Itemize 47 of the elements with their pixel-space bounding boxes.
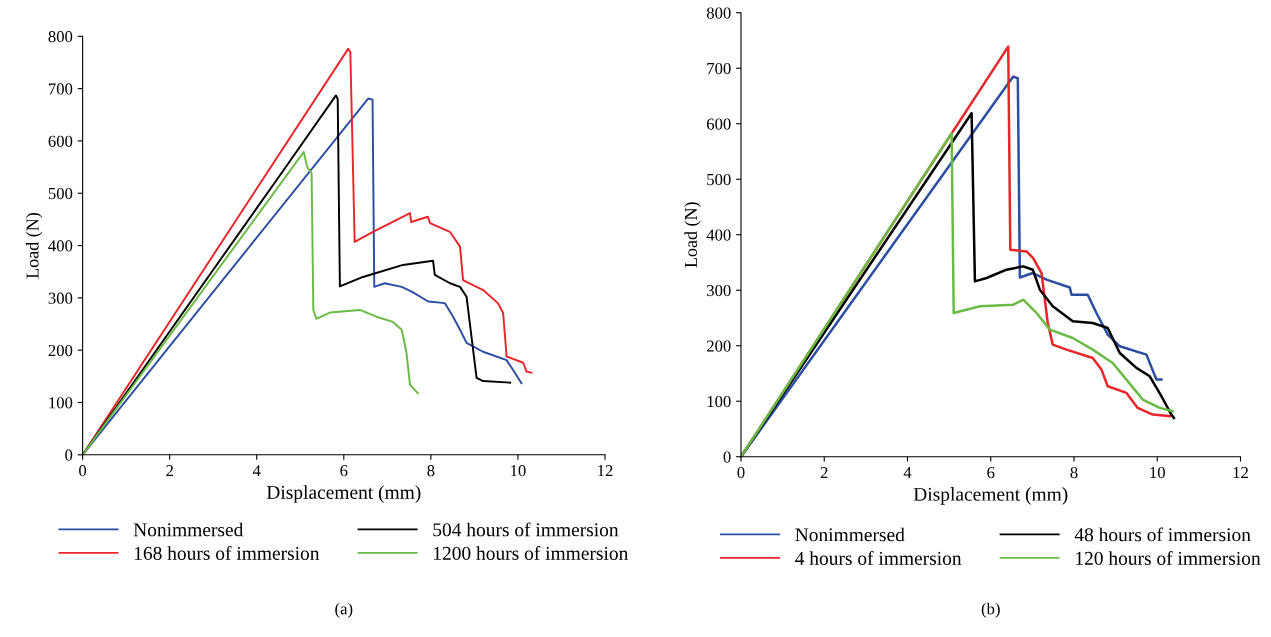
y-tick-label: 600 — [48, 135, 73, 147]
y-tick-label: 200 — [707, 340, 731, 352]
legend-label: Nonimmersed — [795, 527, 905, 542]
y-tick-label: 0 — [723, 451, 731, 463]
y-tick-label: 800 — [706, 7, 731, 19]
y-tick-label: 400 — [706, 229, 731, 241]
line-series — [82, 150, 419, 455]
y-tick-label: 100 — [707, 395, 731, 408]
x-tick-label: 8 — [1070, 466, 1078, 479]
legend-label: 168 hours of immersion — [134, 546, 320, 560]
text: (a) — [335, 602, 353, 618]
y-axis-title: Load (N) — [25, 213, 43, 279]
x-tick-label: 2 — [820, 466, 828, 479]
y-tick-label: 300 — [48, 292, 73, 304]
y-tick-label: 300 — [707, 284, 731, 297]
y-tick-label: 0 — [65, 449, 73, 461]
x-tick-label: 4 — [903, 467, 912, 479]
x-tick-label: 12 — [1233, 466, 1248, 479]
x-tick-label: 6 — [340, 465, 348, 477]
legend-label: 48 hours of immersion — [1074, 527, 1251, 542]
legend-label: 120 hours of immersion — [1076, 551, 1261, 565]
x-tick-label: 2 — [166, 465, 173, 477]
x-tick-label: 10 — [511, 465, 526, 477]
x-tick-label: 10 — [1150, 466, 1165, 479]
y-tick-label: 700 — [707, 62, 731, 75]
x-tick-label: 6 — [987, 466, 995, 479]
y-tick-label: 800 — [48, 31, 73, 43]
y-tick-label: 100 — [49, 397, 73, 409]
x-tick-label: 8 — [427, 465, 435, 477]
y-axis-title: Load (N) — [684, 202, 701, 268]
y-tick-label: 600 — [706, 118, 731, 130]
y-tick-label: 400 — [48, 240, 73, 252]
x-tick-label: 0 — [737, 466, 745, 479]
x-tick-label: 4 — [252, 465, 261, 477]
x-axis-title: Displacement (mm) — [913, 487, 1068, 505]
x-tick-label: 0 — [79, 465, 87, 477]
legend-label: Nonimmersed — [133, 522, 244, 537]
x-axis-title: Displacement (mm) — [266, 485, 421, 503]
y-tick-label: 700 — [48, 83, 73, 95]
legend-label: 1200 hours of immersion — [433, 546, 629, 560]
y-tick-label: 500 — [707, 173, 731, 186]
y-tick-label: 500 — [48, 187, 73, 200]
legend-label: 4 hours of immersion — [795, 551, 962, 565]
x-tick-label: 12 — [598, 465, 613, 477]
y-tick-label: 200 — [48, 344, 73, 357]
legend-label: 504 hours of immersion — [433, 522, 619, 537]
text: (b) — [981, 602, 1000, 618]
